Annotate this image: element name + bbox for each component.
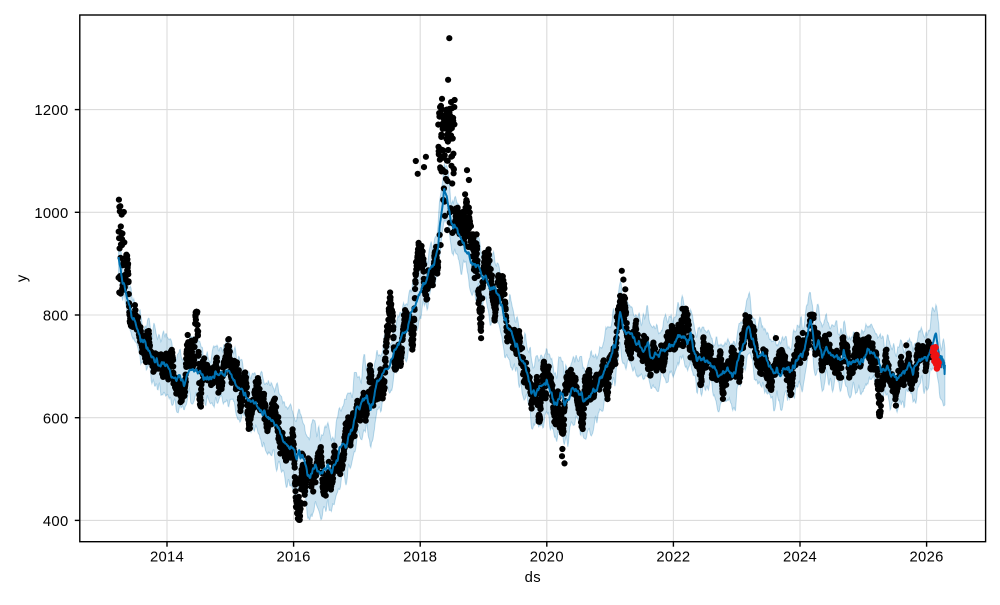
svg-text:1200: 1200 (34, 103, 68, 119)
svg-text:1000: 1000 (34, 206, 68, 222)
svg-text:400: 400 (43, 514, 69, 530)
svg-text:ds: ds (525, 570, 541, 586)
svg-text:2026: 2026 (910, 550, 944, 566)
svg-text:800: 800 (43, 309, 69, 325)
svg-text:2024: 2024 (783, 550, 817, 566)
svg-text:2020: 2020 (530, 550, 564, 566)
svg-text:600: 600 (43, 411, 69, 427)
svg-text:2014: 2014 (150, 550, 184, 566)
svg-text:y: y (14, 274, 30, 282)
svg-text:2018: 2018 (403, 550, 437, 566)
svg-text:2022: 2022 (656, 550, 690, 566)
svg-text:2016: 2016 (277, 550, 311, 566)
